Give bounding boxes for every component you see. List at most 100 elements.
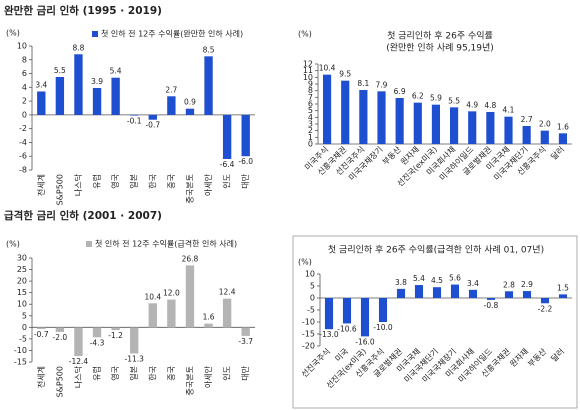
bar xyxy=(504,291,514,298)
bar xyxy=(204,323,213,328)
x-tick-label: 영국 xyxy=(110,174,120,189)
value-label: 4.9 xyxy=(466,100,478,109)
value-label: 10.4 xyxy=(319,64,336,73)
x-tick-label: 나스닥 xyxy=(73,365,83,388)
y-tick-label: 2 xyxy=(22,97,27,106)
legend-label: 첫 인하 전 12주 수익률(급격한 인하 사례) xyxy=(95,239,237,249)
x-tick-label: 달러 xyxy=(549,347,566,364)
value-label: 26.8 xyxy=(182,254,199,263)
y-tick-label: 30 xyxy=(17,254,27,263)
value-label: 10.4 xyxy=(144,292,161,301)
value-label: 8.1 xyxy=(357,79,369,88)
y-tick-label: 8 xyxy=(308,86,313,95)
chart-title: 첫 금리인하 후 26주 수익률(급격한 인하 사례 01, 07년) xyxy=(328,244,544,256)
bar xyxy=(241,114,250,157)
value-label: 3.4 xyxy=(467,279,479,288)
value-label: 12.4 xyxy=(219,288,236,297)
value-label: -10.0 xyxy=(373,323,393,332)
value-label: 2.7 xyxy=(165,85,177,94)
y-tick-label: 20 xyxy=(17,277,27,286)
bar xyxy=(359,90,368,144)
y-tick-label: 11 xyxy=(303,66,313,75)
bar xyxy=(55,77,65,115)
x-tick-label: 아세안 xyxy=(203,173,213,196)
y-tick-label: -8 xyxy=(19,166,27,175)
y-tick-label: -5 xyxy=(307,306,315,315)
value-label: 4.1 xyxy=(503,106,515,115)
x-tick-label: 유럽 xyxy=(93,366,102,381)
value-label: 8.8 xyxy=(72,43,84,52)
bar xyxy=(468,289,478,298)
y-tick-label: 12 xyxy=(303,60,313,69)
y-tick-label: -20 xyxy=(302,342,315,351)
y-tick-label: 6 xyxy=(308,100,313,109)
bar xyxy=(413,102,422,144)
bar xyxy=(342,298,352,324)
bar xyxy=(431,104,441,144)
y-tick-label: 9 xyxy=(308,80,313,89)
x-tick-label: 중국 xyxy=(167,366,176,381)
legend-swatch xyxy=(86,241,92,247)
value-label: 3.9 xyxy=(91,77,103,86)
y-tick-label: 0 xyxy=(22,323,27,332)
bar xyxy=(540,298,550,304)
x-tick-label: 아세안 xyxy=(203,365,213,388)
bar xyxy=(558,133,568,144)
y-tick-label: 5 xyxy=(22,311,27,320)
value-label: 8.5 xyxy=(203,45,215,54)
value-label: -0.7 xyxy=(145,121,160,130)
value-label: 12.0 xyxy=(163,289,180,298)
y-tick-label: 10 xyxy=(17,42,27,51)
x-tick-label: 인도 xyxy=(222,174,232,189)
value-label: 6.9 xyxy=(394,87,406,96)
value-label: -0.1 xyxy=(127,117,142,126)
y-tick-label: 1 xyxy=(308,133,313,142)
y-tick-label: 2 xyxy=(308,126,313,135)
bar xyxy=(167,299,176,328)
value-label: 3.4 xyxy=(35,80,47,89)
x-tick-label: 부동산 xyxy=(525,346,548,369)
value-label: 5.4 xyxy=(413,274,425,283)
y-axis-label: (%) xyxy=(6,29,20,38)
y-tick-label: 5 xyxy=(310,282,315,291)
y-axis-label: (%) xyxy=(298,258,312,267)
value-label: 7.9 xyxy=(376,80,388,89)
x-tick-label: 대만 xyxy=(241,173,250,188)
y-tick-label: 4 xyxy=(308,113,313,122)
bar xyxy=(148,303,157,328)
bar xyxy=(504,116,513,144)
x-tick-label: 부동산 xyxy=(380,144,403,167)
bar xyxy=(222,298,232,328)
value-label: -10.6 xyxy=(337,324,357,333)
value-label: 1.5 xyxy=(557,283,569,292)
y-tick-label: -5 xyxy=(19,334,27,343)
y-tick-label: 10 xyxy=(303,73,313,82)
bar xyxy=(74,327,83,356)
x-tick-label: 중국본토 xyxy=(185,366,194,395)
value-label: 6.2 xyxy=(412,92,424,101)
bar xyxy=(92,88,102,115)
value-label: -2.2 xyxy=(538,304,553,313)
value-label: 2.8 xyxy=(503,280,515,289)
x-tick-label: 전세계 xyxy=(36,366,46,388)
y-tick-label: 6 xyxy=(22,69,27,78)
y-tick-label: 0 xyxy=(22,110,27,119)
bar xyxy=(130,114,139,116)
value-label: 5.9 xyxy=(430,94,442,103)
x-tick-label: 원자재 xyxy=(508,347,530,369)
y-axis-label: (%) xyxy=(298,30,312,39)
value-label: -2.0 xyxy=(53,333,68,342)
value-label: 2.7 xyxy=(521,115,533,124)
x-tick-label: 달러 xyxy=(549,145,566,162)
y-tick-label: 4 xyxy=(22,83,27,92)
bar xyxy=(74,54,83,115)
y-tick-label: 7 xyxy=(308,93,313,102)
value-label: 4.8 xyxy=(484,101,496,110)
value-label: -0.7 xyxy=(34,330,49,339)
bar xyxy=(37,91,46,115)
value-label: -1.2 xyxy=(108,331,123,340)
x-tick-label: 일본 xyxy=(130,174,139,189)
y-tick-label: 10 xyxy=(17,300,27,309)
y-axis-label: (%) xyxy=(6,240,20,249)
